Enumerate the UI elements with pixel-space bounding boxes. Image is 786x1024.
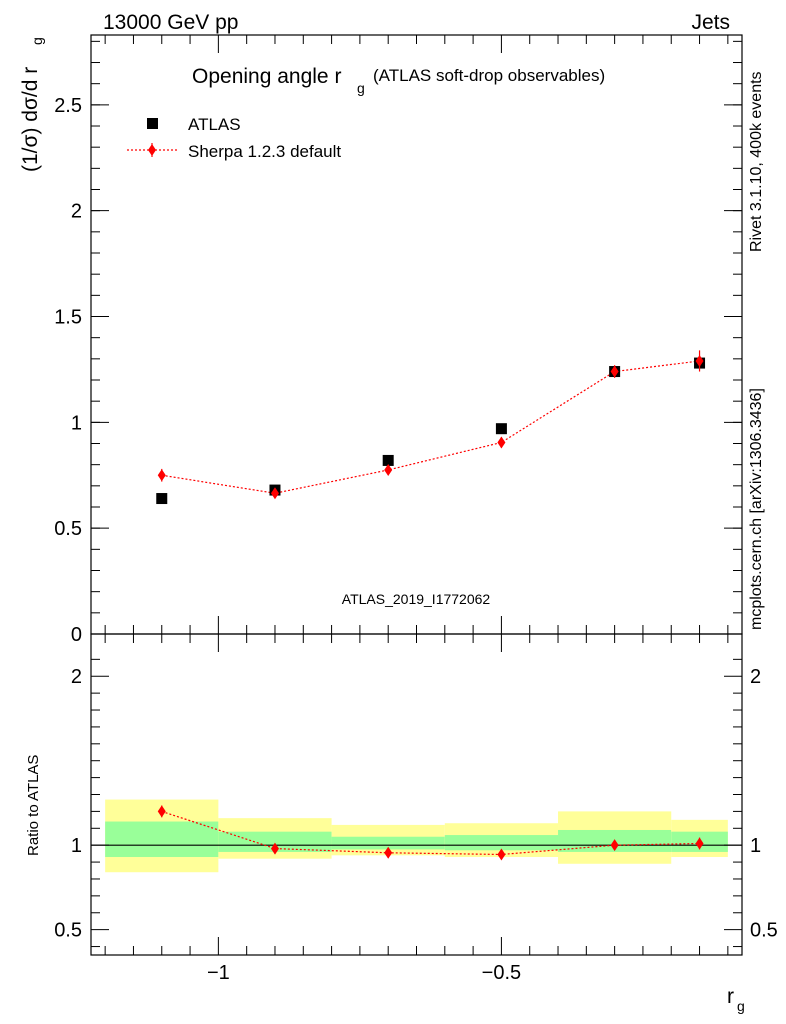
ratio-point [384,846,393,859]
mcplots-label: mcplots.cern.ch [arXiv:1306.3436] [748,388,765,630]
legend-sherpa-marker [148,144,156,156]
legend-atlas-marker [147,118,158,129]
sherpa-point [695,354,704,367]
ratio-y-axis-label: Ratio to ATLAS [25,755,42,856]
ratio-band-stat [444,835,559,851]
ratio-point [610,839,619,852]
atlas-point [382,454,394,466]
ratio-point [497,848,506,861]
x-tick-label: −1 [207,962,230,984]
sherpa-line [161,360,700,494]
x-axis-label: r [727,985,734,1008]
rivet-label: Rivet 3.1.10, 400k events [748,71,765,252]
y-tick-label: 1.5 [54,307,82,329]
chart-title-paren: (ATLAS soft-drop observables) [373,66,605,85]
ratio-y-tick-label: 0.5 [54,920,82,942]
y-tick-label: 0.5 [54,518,82,540]
legend-atlas-label: ATLAS [188,115,241,134]
y-tick-label: 2.5 [54,95,82,117]
chart-title-subscript: g [357,80,365,96]
sherpa-point [497,436,506,449]
ratio-y-tick-label-right: 2 [750,666,761,688]
ratio-frame [90,633,743,956]
ratio-sherpa-line [161,810,700,856]
analysis-id: ATLAS_2019_I1772062 [342,591,491,607]
ratio-y-tick-label: 1 [71,835,82,857]
ratio-panel: 0.5 0.5 1 1 2 2 Ratio to ATLAS [25,633,778,956]
ratio-band-stat [331,836,445,850]
y-axis-label-subscript: g [29,37,45,45]
sherpa-point [384,463,393,476]
x-axis-label-subscript: g [737,998,745,1014]
ratio-point [270,842,279,855]
legend-sherpa-label: Sherpa 1.2.3 default [188,142,341,161]
ratio-point [695,837,704,850]
atlas-point [495,423,507,435]
y-tick-label: 2 [71,201,82,223]
ratio-band-stat [105,821,219,858]
ratio-y-tick-label-right: 0.5 [750,920,778,942]
ratio-point [157,805,166,818]
atlas-point [156,493,168,505]
y-axis-label: (1/σ) dσ/d r [19,67,42,172]
ratio-y-tick-label: 2 [71,666,82,688]
sherpa-point [610,365,619,378]
process-label: Jets [691,11,730,34]
ratio-y-tick-label-right: 1 [750,835,761,857]
collision-label: 13000 GeV pp [103,11,238,34]
chart-title: Opening angle r [192,65,341,88]
sherpa-point [157,469,166,482]
y-tick-label: 0 [71,624,82,646]
ratio-band-stat [218,831,332,852]
sherpa-point [270,487,279,500]
x-tick-label: −0.5 [482,962,521,984]
main-panel: 0.5 1 1.5 2 2.5 0 Opening angle r g (ATLAS so… [19,34,743,646]
legend: ATLAS Sherpa 1.2.3 default [127,115,341,161]
y-tick-label: 1 [71,412,82,434]
